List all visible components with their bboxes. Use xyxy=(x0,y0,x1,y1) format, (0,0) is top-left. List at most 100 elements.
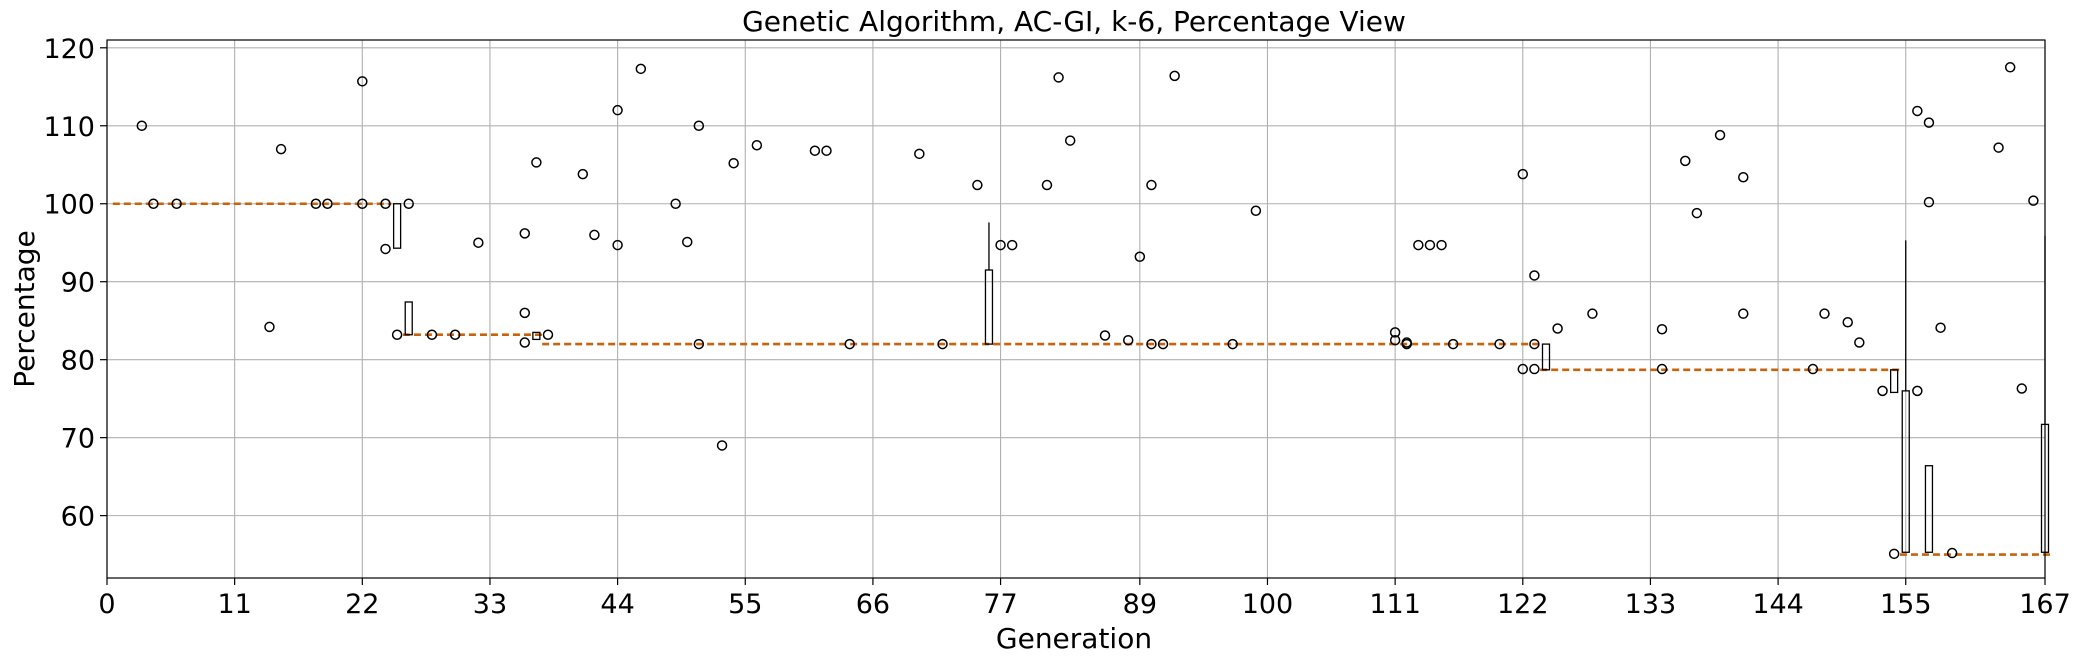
outlier-point xyxy=(1912,385,1923,397)
outlier-point xyxy=(1389,334,1401,346)
outlier-point xyxy=(449,329,461,340)
outlier-point xyxy=(531,157,542,168)
median-lines xyxy=(112,202,2051,556)
box xyxy=(984,269,994,345)
outlier-point xyxy=(391,329,403,340)
y-axis-label: Percentage xyxy=(8,230,41,388)
outlier-point xyxy=(1099,330,1111,341)
outlier-point xyxy=(380,243,391,255)
outlier-point xyxy=(751,140,763,151)
outlier-point xyxy=(1819,308,1830,319)
outlier-point xyxy=(844,338,855,350)
outlier-point xyxy=(1923,117,1935,128)
outlier-point xyxy=(136,120,148,132)
gridlines xyxy=(106,40,2046,578)
x-tick-label: 122 xyxy=(1497,589,1549,620)
outlier-point xyxy=(1424,239,1436,251)
x-tick-label: 155 xyxy=(1880,589,1932,620)
outlier-point xyxy=(1854,337,1865,348)
outlier-point xyxy=(1413,239,1424,251)
x-tick-label: 133 xyxy=(1625,589,1677,620)
outlier-point xyxy=(1529,363,1540,375)
outlier-point xyxy=(1842,317,1853,328)
outlier-point xyxy=(972,179,983,191)
outlier-point xyxy=(1587,308,1598,319)
outlier-point xyxy=(1436,239,1447,251)
outlier-point xyxy=(1877,385,1888,397)
outlier-point xyxy=(542,329,554,340)
outlier-point xyxy=(1993,142,2004,153)
x-tick-label: 22 xyxy=(345,589,379,620)
plot-frame xyxy=(106,39,2046,579)
outlier-point xyxy=(148,198,159,209)
outlier-point xyxy=(1807,363,1819,375)
y-tick-label: 110 xyxy=(43,112,95,143)
outlier-point xyxy=(1680,155,1691,167)
outlier-point xyxy=(1656,324,1668,335)
outlier-points xyxy=(136,62,2039,560)
x-tick-label: 55 xyxy=(728,589,762,620)
outlier-point xyxy=(1157,338,1169,350)
outlier-point xyxy=(1738,171,1749,183)
outlier-point xyxy=(1227,338,1238,350)
box xyxy=(404,301,413,336)
outlier-point xyxy=(473,237,484,248)
y-tick-label: 90 xyxy=(61,268,95,299)
y-tick-label: 120 xyxy=(43,34,95,65)
outlier-point xyxy=(937,338,948,350)
outlier-point xyxy=(1529,338,1540,350)
outlier-point xyxy=(357,198,368,209)
outlier-point xyxy=(1529,270,1540,281)
outlier-point xyxy=(1935,322,1946,333)
outlier-point xyxy=(1169,70,1180,82)
x-tick-label: 167 xyxy=(2019,589,2071,620)
outlier-point xyxy=(821,145,832,156)
outlier-point xyxy=(716,440,728,451)
outlier-point xyxy=(1552,323,1563,334)
outlier-point xyxy=(310,198,322,209)
outlier-point xyxy=(1517,363,1529,375)
outlier-point xyxy=(519,228,531,239)
outlier-point xyxy=(171,198,182,209)
outlier-point xyxy=(519,337,531,348)
outlier-point xyxy=(426,329,438,340)
outlier-point xyxy=(1134,251,1146,263)
outlier-point xyxy=(275,143,287,155)
outlier-point xyxy=(1656,363,1668,375)
outlier-point xyxy=(1517,168,1529,180)
x-tick-label: 100 xyxy=(1242,589,1294,620)
outlier-point xyxy=(1250,205,1262,217)
outlier-point xyxy=(577,168,589,180)
outlier-point xyxy=(1714,129,1726,141)
outlier-point xyxy=(2004,62,2016,73)
outlier-point xyxy=(1041,179,1053,191)
x-tick-label: 89 xyxy=(1123,589,1157,620)
chart-title: Genetic Algorithm, AC-GI, k-6, Percentag… xyxy=(742,5,1406,38)
outlier-point xyxy=(693,338,705,350)
outlier-point xyxy=(1122,334,1134,346)
outlier-point xyxy=(612,239,623,251)
y-tick-label: 100 xyxy=(43,190,95,221)
y-tick-label: 80 xyxy=(61,346,95,377)
outlier-point xyxy=(2016,383,2028,394)
y-tick-label: 70 xyxy=(61,424,95,455)
outlier-point xyxy=(1923,196,1935,208)
box xyxy=(1541,343,1551,371)
y-tick-label: 60 xyxy=(61,502,95,533)
outlier-point xyxy=(1053,72,1064,83)
axis-ticks: 0 11 22 33 44 55 66 77 89 100 111 122 133 144 155 167 60… xyxy=(43,34,2070,620)
x-tick-label: 44 xyxy=(600,589,634,620)
outlier-point xyxy=(1146,179,1157,191)
outlier-point xyxy=(1691,207,1703,219)
outlier-point xyxy=(1447,338,1459,350)
outlier-point xyxy=(995,239,1006,251)
x-tick-label: 0 xyxy=(98,589,115,620)
outlier-point xyxy=(1064,135,1076,146)
outlier-point xyxy=(380,198,391,209)
x-tick-label: 111 xyxy=(1369,589,1421,620)
x-tick-label: 11 xyxy=(217,589,251,620)
outlier-point xyxy=(914,148,925,160)
x-tick-label: 144 xyxy=(1752,589,1804,620)
outlier-point xyxy=(1401,338,1412,350)
